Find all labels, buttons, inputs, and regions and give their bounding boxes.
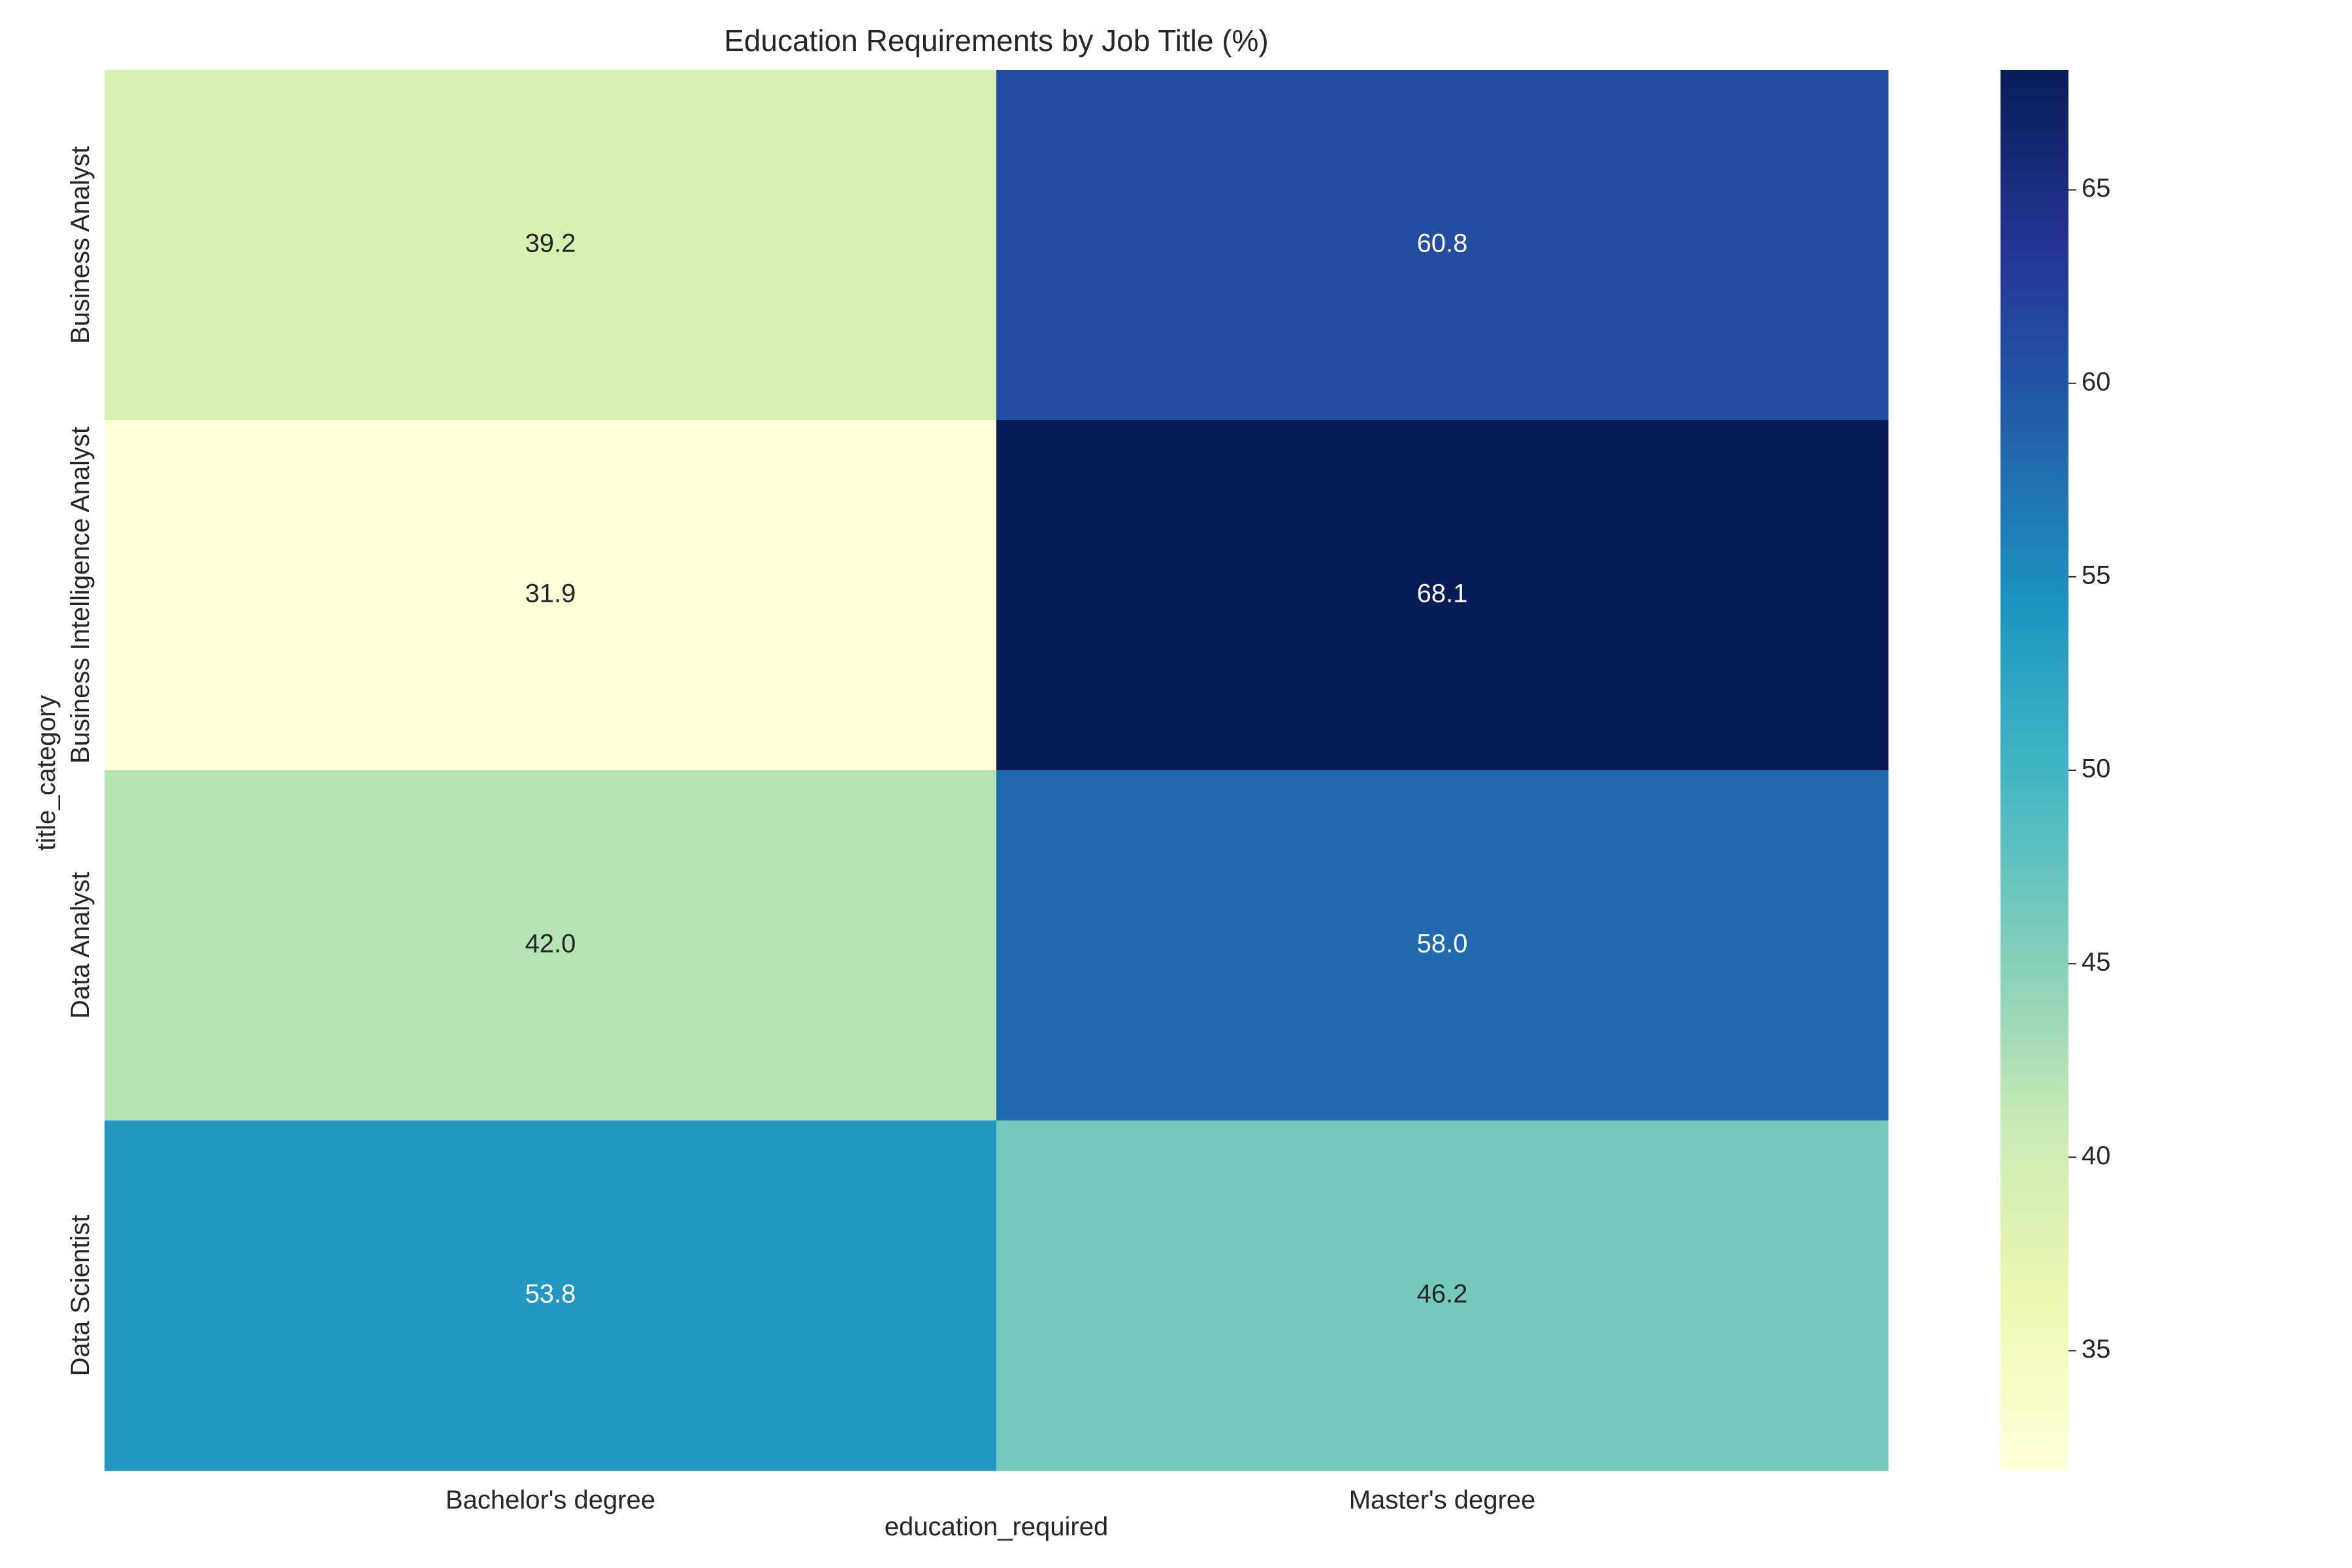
heatmap-cell [105,1120,997,1471]
colorbar-tick-label: 35 [2082,1335,2111,1364]
y-axis-label: title_category [32,695,61,851]
heatmap-cell-label: 31.9 [525,580,576,608]
x-axis-label: education_required [885,1512,1108,1541]
heatmap-cell [996,70,1889,421]
heatmap-cell-label: 68.1 [1417,580,1468,608]
colorbar-gradient-bar [2001,70,2068,1471]
heatmap-cells: 39.2 60.8 31.9 68.1 42.0 58.0 53.8 46.2 [105,70,1889,1471]
y-tick-label: Data Analyst [66,872,95,1019]
colorbar-tick-label: 55 [2082,561,2111,589]
y-axis-ticks: Business Analyst Business Intelligence An… [66,146,95,1377]
colorbar-tick-label: 65 [2082,174,2111,203]
heatmap-cell-label: 42.0 [525,930,576,958]
heatmap-cell [996,420,1889,771]
heatmap-cell [105,770,997,1121]
heatmap-cell-label: 39.2 [525,229,576,258]
colorbar: 35 40 45 50 55 60 65 [2001,70,2111,1471]
heatmap-cell [105,420,997,771]
colorbar-tick-label: 60 [2082,367,2111,396]
heatmap-cell [996,770,1889,1121]
y-tick-label: Business Intelligence Analyst [66,427,95,764]
x-tick-label: Bachelor's degree [446,1486,655,1514]
heatmap-cell-label: 53.8 [525,1280,576,1309]
y-tick-label: Business Analyst [66,146,95,344]
y-tick-label: Data Scientist [66,1215,95,1377]
chart-title: Education Requirements by Job Title (%) [724,24,1269,57]
x-axis-ticks: Bachelor's degree Master's degree [446,1486,1535,1514]
colorbar-tick-label: 50 [2082,755,2111,783]
heatmap-cell-label: 58.0 [1417,930,1468,958]
heatmap-cell-label: 46.2 [1417,1280,1468,1309]
colorbar-tick-label: 45 [2082,948,2111,977]
colorbar-tick-label: 40 [2082,1141,2111,1170]
heatmap-cell [105,70,997,421]
heatmap-cell-label: 60.8 [1417,229,1468,258]
x-tick-label: Master's degree [1349,1486,1536,1514]
colorbar-ticks: 35 40 45 50 55 60 65 [2068,174,2111,1364]
heatmap-cell [996,1120,1889,1471]
